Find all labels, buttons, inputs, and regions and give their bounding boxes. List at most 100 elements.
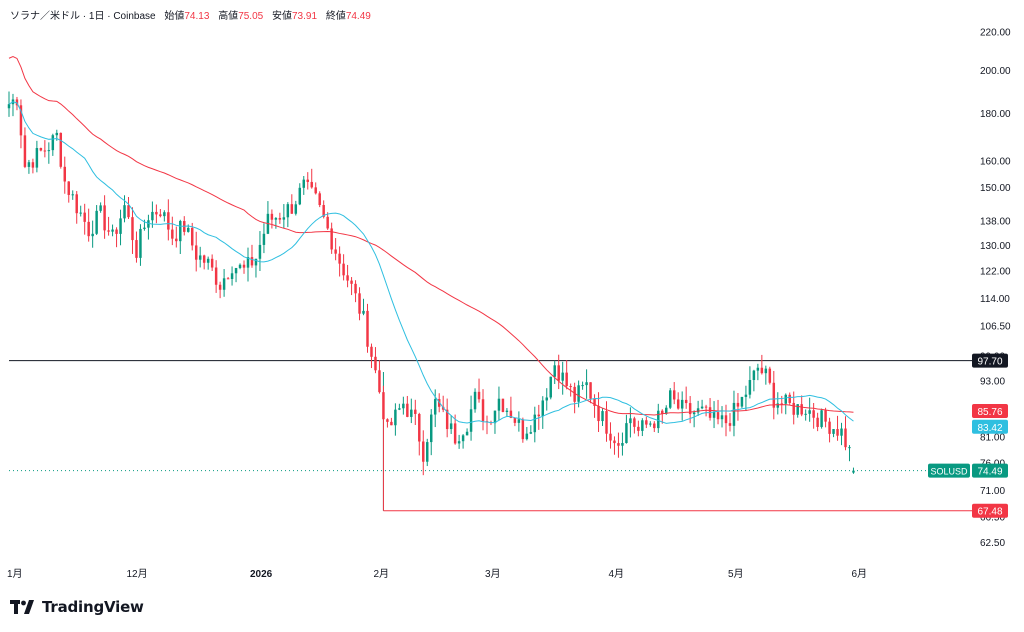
candle-body	[238, 264, 242, 268]
candle-body	[792, 402, 795, 415]
tradingview-logo[interactable]: TradingView	[10, 598, 144, 616]
time-axis[interactable]: 1月 12月 2026 2月 3月 4月 5月 6月	[7, 568, 867, 580]
candle-body	[812, 410, 815, 418]
tradingview-icon	[10, 600, 34, 614]
candle-body	[75, 194, 78, 214]
y-tick-label: 114.00	[980, 294, 1010, 305]
candle-body	[290, 204, 294, 214]
candle-body	[665, 407, 668, 414]
candle-body	[286, 204, 290, 218]
moving-averages	[8, 56, 854, 424]
candle-body	[226, 278, 230, 280]
candle-body	[23, 135, 27, 167]
candle-body	[561, 372, 564, 381]
candle-body	[350, 280, 353, 284]
candle-body	[270, 213, 274, 220]
x-tick-label: 2026	[250, 569, 273, 580]
candle-body	[433, 399, 437, 415]
candle-body	[736, 402, 740, 407]
y-tick-label: 62.50	[980, 538, 1005, 549]
candle-body	[445, 409, 449, 430]
candle-body	[310, 181, 313, 188]
candle-body	[465, 431, 469, 436]
candle-body	[549, 376, 552, 398]
candle-body	[187, 227, 190, 232]
candle-body	[135, 240, 138, 258]
last-price-label-bg	[972, 463, 1008, 478]
candle-body	[55, 132, 59, 136]
candle-body	[816, 417, 819, 427]
x-tick-label: 3月	[485, 568, 501, 580]
candle-body	[258, 244, 262, 259]
x-tick-label: 6月	[851, 568, 867, 580]
candle-body	[680, 399, 684, 409]
candle-body	[585, 382, 588, 386]
open-label: 始値	[164, 11, 185, 22]
candle-body	[362, 310, 365, 314]
level-67-label-bg	[972, 503, 1008, 518]
candle-body	[194, 245, 198, 260]
candle-body	[796, 404, 799, 415]
candle-body	[418, 413, 421, 442]
candle-body	[744, 394, 748, 397]
y-tick-label: 150.00	[980, 183, 1011, 194]
candle-body	[171, 229, 174, 239]
candle-body	[688, 403, 692, 415]
candle-body	[167, 212, 170, 230]
candle-body	[262, 233, 266, 245]
candle-body	[728, 423, 732, 426]
x-tick-label: 4月	[608, 568, 624, 580]
candle-body	[473, 391, 477, 410]
candle-body	[366, 310, 369, 347]
y-tick-label: 93.00	[980, 377, 1005, 388]
y-tick-label: 81.00	[980, 433, 1005, 444]
candle-body	[242, 264, 246, 268]
high-label: 高値	[218, 11, 239, 22]
candle-body	[103, 205, 106, 231]
candle-body	[59, 132, 63, 167]
candle-body	[497, 398, 501, 411]
candle-body	[334, 249, 337, 254]
candle-body	[641, 420, 644, 431]
candle-body	[358, 293, 361, 314]
candle-body	[206, 258, 210, 263]
candle-body	[820, 410, 823, 427]
candle-body	[426, 442, 429, 462]
candle-body	[111, 229, 114, 232]
candle-body	[521, 419, 525, 440]
candle-body	[808, 410, 811, 414]
candle-body	[374, 356, 377, 371]
candle-body	[175, 238, 178, 242]
candle-body	[7, 104, 11, 109]
ma-slow-value-label-bg	[972, 403, 1008, 418]
candle-body	[354, 283, 357, 294]
candle-body	[326, 216, 329, 229]
candle-body	[306, 179, 309, 182]
candle-body	[684, 399, 688, 404]
candle-body	[609, 433, 612, 441]
candle-body	[190, 227, 194, 246]
candle-body	[95, 210, 98, 234]
candle-body	[338, 253, 341, 264]
candle-body	[71, 194, 74, 196]
candle-body	[370, 346, 373, 357]
y-tick-label: 66.50	[980, 513, 1005, 524]
candle-body	[617, 443, 620, 446]
candle-body	[477, 391, 481, 400]
candle-body	[601, 411, 604, 422]
candle-body	[119, 218, 122, 234]
candle-body	[15, 99, 19, 106]
candle-body	[39, 148, 43, 151]
symbol-header: ソラナ／米ドル · 1日 · Coinbase 始値74.13 高値75.05 …	[10, 7, 371, 22]
horizontal-levels	[9, 360, 972, 512]
candle-body	[545, 397, 548, 401]
candle-body	[553, 365, 556, 377]
candle-body	[637, 426, 640, 431]
candle-body	[529, 432, 533, 434]
candle-body	[852, 470, 855, 473]
candle-body	[824, 410, 827, 422]
candle-body	[704, 406, 708, 408]
candle-body	[198, 255, 202, 260]
candle-body	[752, 370, 756, 380]
